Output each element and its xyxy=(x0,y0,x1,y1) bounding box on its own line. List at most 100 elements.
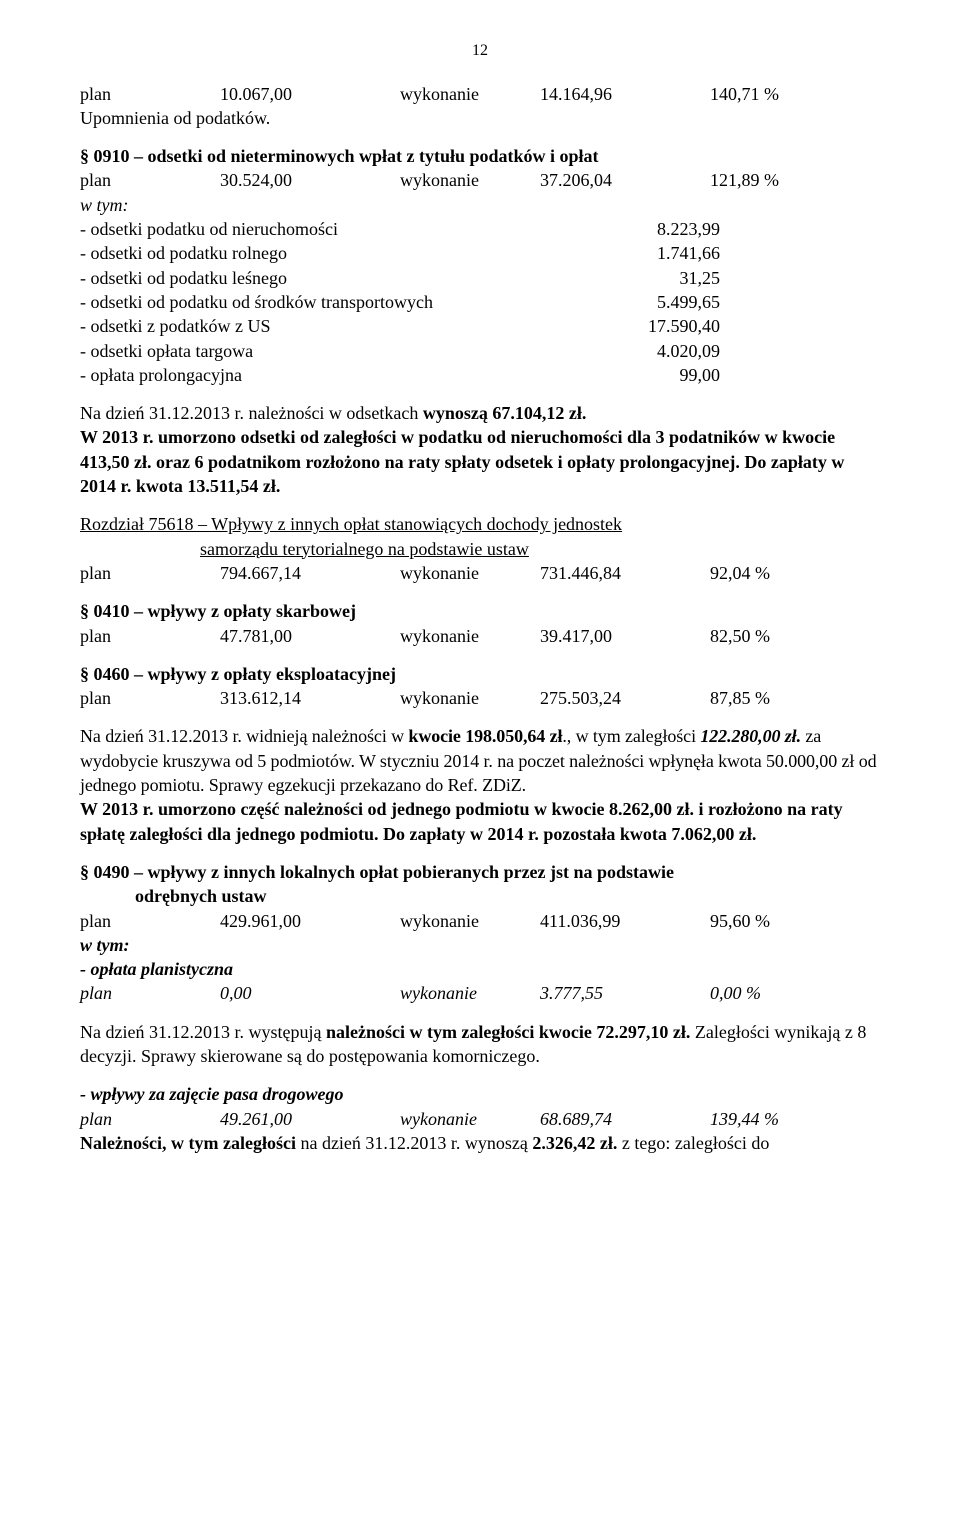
wykonanie-value: 731.446,84 xyxy=(540,561,710,585)
plan-value: 0,00 xyxy=(220,981,400,1005)
list-item: - odsetki od podatku od środków transpor… xyxy=(80,290,880,314)
wykonanie-value: 68.689,74 xyxy=(540,1107,710,1131)
wykonanie-value: 411.036,99 xyxy=(540,909,710,933)
text: samorządu terytorialnego na podstawie us… xyxy=(200,539,529,559)
plan-label: plan xyxy=(80,561,220,585)
wykonanie-value: 39.417,00 xyxy=(540,624,710,648)
section-title: § 0910 – odsetki od nieterminowych wpłat… xyxy=(80,144,880,168)
list-item: - odsetki z podatków z US17.590,40 xyxy=(80,314,880,338)
plan-value: 313.612,14 xyxy=(220,686,400,710)
list-item: - opłata prolongacyjna99,00 xyxy=(80,363,880,387)
data-row: plan 0,00 wykonanie 3.777,55 0,00 % xyxy=(80,981,880,1005)
plan-label: plan xyxy=(80,909,220,933)
plan-label: plan xyxy=(80,686,220,710)
percent-value: 139,44 % xyxy=(710,1107,810,1131)
item-label: - odsetki od podatku od środków transpor… xyxy=(80,290,600,314)
sub-item: - opłata planistyczna xyxy=(80,957,880,981)
item-label: - opłata prolongacyjna xyxy=(80,363,600,387)
wykonanie-value: 275.503,24 xyxy=(540,686,710,710)
percent-value: 121,89 % xyxy=(710,168,810,192)
bold-text: wynoszą 67.104,12 zł. xyxy=(423,403,587,423)
bold-text: kwocie 198.050,64 zł xyxy=(408,726,562,746)
wykonanie-label: wykonanie xyxy=(400,624,540,648)
w-tym-label: w tym: xyxy=(80,933,880,957)
wykonanie-label: wykonanie xyxy=(400,686,540,710)
wykonanie-label: wykonanie xyxy=(400,981,540,1005)
w-tym-label: w tym: xyxy=(80,193,880,217)
percent-value: 92,04 % xyxy=(710,561,810,585)
wykonanie-label: wykonanie xyxy=(400,909,540,933)
percent-value: 95,60 % xyxy=(710,909,810,933)
sub-item: - wpływy za zajęcie pasa drogowego xyxy=(80,1082,880,1106)
document-page: 12 plan 10.067,00 wykonanie 14.164,96 14… xyxy=(0,0,960,1195)
plan-value: 10.067,00 xyxy=(220,82,400,106)
text: ., w tym zaległości xyxy=(562,726,700,746)
plan-label: plan xyxy=(80,624,220,648)
plan-value: 794.667,14 xyxy=(220,561,400,585)
plan-value: 49.261,00 xyxy=(220,1107,400,1131)
data-row: plan 429.961,00 wykonanie 411.036,99 95,… xyxy=(80,909,880,933)
item-value: 8.223,99 xyxy=(600,217,720,241)
wykonanie-label: wykonanie xyxy=(400,82,540,106)
section-title: § 0490 – wpływy z innych lokalnych opłat… xyxy=(80,860,880,884)
item-label: - odsetki od podatku leśnego xyxy=(80,266,600,290)
list-item: - odsetki od podatku leśnego31,25 xyxy=(80,266,880,290)
data-row: plan 49.261,00 wykonanie 68.689,74 139,4… xyxy=(80,1107,880,1131)
data-row: plan 47.781,00 wykonanie 39.417,00 82,50… xyxy=(80,624,880,648)
text: Na dzień 31.12.2013 r. widnieją należnoś… xyxy=(80,726,408,746)
list-item: - odsetki opłata targowa4.020,09 xyxy=(80,339,880,363)
bold-paragraph: W 2013 r. umorzono część należności od j… xyxy=(80,797,880,846)
data-row: plan 10.067,00 wykonanie 14.164,96 140,7… xyxy=(80,82,880,106)
bold-text: – wpływy z innych lokalnych opłat pobier… xyxy=(130,862,675,882)
wykonanie-value: 37.206,04 xyxy=(540,168,710,192)
percent-value: 140,71 % xyxy=(710,82,810,106)
plan-label: plan xyxy=(80,1107,220,1131)
plan-value: 30.524,00 xyxy=(220,168,400,192)
paragraph: Należności, w tym zaległości na dzień 31… xyxy=(80,1131,880,1155)
section-title: § 0410 – wpływy z opłaty skarbowej xyxy=(80,599,880,623)
section-heading: samorządu terytorialnego na podstawie us… xyxy=(80,537,880,561)
plan-value: 429.961,00 xyxy=(220,909,400,933)
list-item: - odsetki podatku od nieruchomości8.223,… xyxy=(80,217,880,241)
item-value: 17.590,40 xyxy=(600,314,720,338)
page-number: 12 xyxy=(80,40,880,62)
percent-value: 87,85 % xyxy=(710,686,810,710)
item-label: - odsetki z podatków z US xyxy=(80,314,600,338)
item-value: 4.020,09 xyxy=(600,339,720,363)
plan-label: plan xyxy=(80,82,220,106)
paragraph: Na dzień 31.12.2013 r. występują należno… xyxy=(80,1020,880,1069)
bold-text: należności w tym zaległości kwocie 72.29… xyxy=(326,1022,695,1042)
percent-value: 0,00 % xyxy=(710,981,810,1005)
section-heading: Rozdział 75618 – Wpływy z innych opłat s… xyxy=(80,512,880,536)
plan-label: plan xyxy=(80,168,220,192)
data-row: plan 794.667,14 wykonanie 731.446,84 92,… xyxy=(80,561,880,585)
paragraph: Na dzień 31.12.2013 r. widnieją należnoś… xyxy=(80,724,880,797)
percent-value: 82,50 % xyxy=(710,624,810,648)
wykonanie-label: wykonanie xyxy=(400,168,540,192)
item-label: - odsetki od podatku rolnego xyxy=(80,241,600,265)
item-label: - odsetki podatku od nieruchomości xyxy=(80,217,600,241)
data-row: plan 313.612,14 wykonanie 275.503,24 87,… xyxy=(80,686,880,710)
text: na dzień 31.12.2013 r. wynoszą xyxy=(300,1133,532,1153)
item-value: 99,00 xyxy=(600,363,720,387)
bold-paragraph: W 2013 r. umorzono odsetki od zaległości… xyxy=(80,425,880,498)
italic-bold-text: 122.280,00 zł. xyxy=(700,726,801,746)
data-row: plan 30.524,00 wykonanie 37.206,04 121,8… xyxy=(80,168,880,192)
text: Na dzień 31.12.2013 r. należności w odse… xyxy=(80,403,423,423)
wykonanie-label: wykonanie xyxy=(400,1107,540,1131)
wykonanie-value: 3.777,55 xyxy=(540,981,710,1005)
wykonanie-label: wykonanie xyxy=(400,561,540,585)
section-title-cont: odrębnych ustaw xyxy=(80,884,880,908)
plan-label: plan xyxy=(80,981,220,1005)
bold-text: 2.326,42 zł. xyxy=(532,1133,622,1153)
text: z tego: zaległości do xyxy=(622,1133,769,1153)
plan-value: 47.781,00 xyxy=(220,624,400,648)
paragraph: Na dzień 31.12.2013 r. należności w odse… xyxy=(80,401,880,425)
item-label: - odsetki opłata targowa xyxy=(80,339,600,363)
text: Na dzień 31.12.2013 r. występują xyxy=(80,1022,326,1042)
item-value: 1.741,66 xyxy=(600,241,720,265)
bold-text: § 0490 xyxy=(80,862,130,882)
text-line: Upomnienia od podatków. xyxy=(80,106,880,130)
wykonanie-value: 14.164,96 xyxy=(540,82,710,106)
list-item: - odsetki od podatku rolnego1.741,66 xyxy=(80,241,880,265)
